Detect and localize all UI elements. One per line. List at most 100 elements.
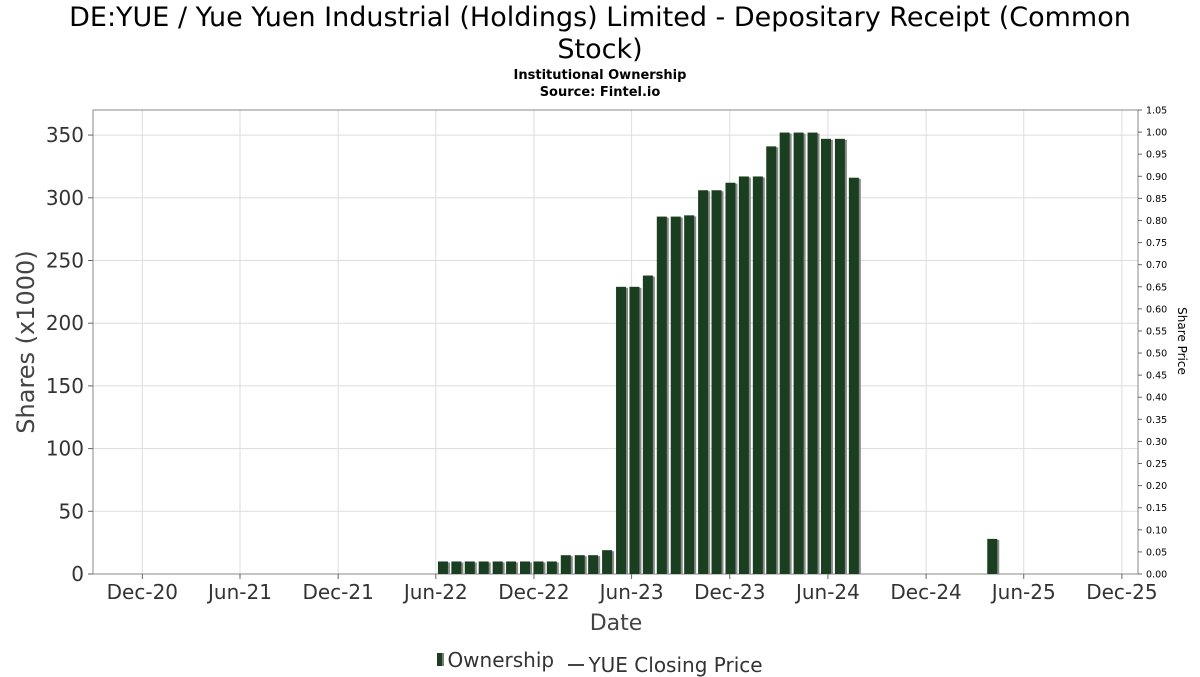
ownership-bar-fill [656, 216, 667, 574]
ownership-bar[interactable] [464, 561, 477, 574]
ownership-bar[interactable] [807, 132, 820, 574]
ownership-bar[interactable] [752, 176, 765, 575]
ownership-bar-fill [602, 550, 613, 574]
x-tick-label: Dec-24 [890, 580, 961, 604]
ownership-bar-fill [533, 561, 544, 574]
ownership-bar[interactable] [766, 146, 779, 575]
y2-tick-label: 0.60 [1146, 304, 1167, 315]
y2-tick-label: 0.55 [1146, 326, 1167, 337]
ownership-bar[interactable] [670, 216, 683, 574]
y2-tick-label: 0.00 [1146, 570, 1167, 581]
y2-tick-label: 0.70 [1146, 260, 1167, 271]
ownership-bar-fill [520, 561, 531, 574]
ownership-bar[interactable] [478, 561, 491, 574]
ownership-bar-fill [793, 132, 804, 574]
y2-tick-label: 0.25 [1146, 459, 1167, 470]
ownership-bar[interactable] [533, 561, 546, 574]
y2-tick-label: 0.80 [1146, 216, 1167, 227]
ownership-bar[interactable] [588, 555, 601, 574]
ownership-bar[interactable] [492, 561, 505, 574]
ownership-bar[interactable] [820, 138, 833, 574]
legend: Ownership YUE Closing Price [0, 647, 1200, 677]
y2-tick-label: 1.05 [1146, 106, 1167, 117]
ownership-bar[interactable] [451, 561, 464, 574]
ownership-bar-fill [725, 182, 736, 574]
y-tick-label: 100 [46, 437, 84, 461]
y2-tick-label: 0.50 [1146, 349, 1167, 360]
ownership-bar-fill [834, 138, 845, 574]
ownership-bar[interactable] [684, 215, 697, 574]
chart-source: Source: Fintel.io [539, 85, 661, 100]
ownership-bar-fill [766, 146, 777, 575]
ownership-bar-fill [546, 561, 557, 574]
y2-tick-label: 0.45 [1146, 371, 1167, 382]
x-tick-label: Jun-22 [402, 580, 468, 604]
x-tick-label: Jun-25 [990, 580, 1056, 604]
y2-tick-label: 0.15 [1146, 503, 1167, 514]
legend-price[interactable]: YUE Closing Price [562, 653, 763, 677]
ownership-bar-fill [820, 138, 831, 574]
ownership-bar[interactable] [738, 176, 751, 575]
y2-axis-label: Share Price [1175, 307, 1189, 375]
chart-title: DE:YUE / Yue Yuen Industrial (Holdings) … [0, 2, 1200, 66]
ownership-bar[interactable] [834, 138, 847, 574]
ownership-bar[interactable] [546, 561, 559, 574]
y2-tick-label: 0.85 [1146, 194, 1167, 205]
ownership-bar-fill [629, 286, 640, 574]
ownership-bar[interactable] [506, 561, 519, 574]
ownership-bar[interactable] [848, 177, 861, 574]
ownership-bar-fill [684, 215, 695, 574]
y2-tick-label: 0.20 [1146, 481, 1167, 492]
ownership-bar[interactable] [520, 561, 533, 574]
grid-lines [93, 110, 1138, 575]
x-axis-label: Date [590, 611, 643, 636]
x-tick-label: Dec-20 [107, 580, 178, 604]
legend-ownership[interactable]: Ownership [437, 648, 554, 672]
ownership-bar[interactable] [574, 555, 587, 574]
ownership-bar[interactable] [642, 275, 655, 574]
ownership-bar-fill [642, 275, 653, 574]
x-tick-label: Jun-24 [794, 580, 860, 604]
ownership-bar-fill [506, 561, 517, 574]
plot-frame [92, 109, 1139, 575]
y-tick-label: 200 [46, 311, 84, 335]
y-tick-label: 350 [46, 123, 84, 147]
ownership-bar[interactable] [711, 190, 724, 574]
ownership-bar-fill [437, 561, 448, 574]
ownership-bar[interactable] [779, 132, 792, 574]
ownership-swatch-icon [437, 653, 445, 666]
ownership-bar[interactable] [616, 286, 629, 574]
y2-tick-label: 0.40 [1146, 393, 1167, 404]
ownership-bar[interactable] [629, 286, 642, 574]
ownership-bar[interactable] [602, 550, 615, 574]
ownership-bar-fill [698, 190, 709, 574]
x-tick-label: Dec-21 [302, 580, 373, 604]
ownership-bar-fill [616, 286, 627, 574]
ownership-bar[interactable] [560, 555, 573, 574]
ownership-bars [437, 132, 1000, 575]
y2-tick-label: 1.00 [1146, 128, 1167, 139]
y-tick-label: 150 [46, 374, 84, 398]
ownership-bar[interactable] [725, 182, 738, 574]
y2-axis-ticks: 0.00 0.05 0.10 0.15 0.20 0.25 0.30 0.35 0.40 0.45… [1138, 106, 1167, 581]
ownership-bar[interactable] [437, 561, 450, 574]
legend-price-label: YUE Closing Price [588, 653, 763, 677]
x-tick-label: Dec-25 [1086, 580, 1157, 604]
y2-tick-label: 0.05 [1146, 547, 1167, 558]
ownership-bar[interactable] [987, 538, 1000, 574]
y2-tick-label: 0.65 [1146, 282, 1167, 293]
ownership-bar-fill [711, 190, 722, 574]
x-tick-label: Jun-21 [206, 580, 272, 604]
ownership-bar-fill [848, 177, 859, 574]
x-tick-label: Dec-23 [694, 580, 765, 604]
ownership-bar[interactable] [793, 132, 806, 574]
chart-subtitle: Institutional Ownership [513, 68, 687, 83]
y-tick-label: 300 [46, 186, 84, 210]
ownership-bar-fill [574, 555, 585, 574]
ownership-bar-fill [451, 561, 462, 574]
ownership-bar-fill [738, 176, 749, 575]
ownership-bar[interactable] [656, 216, 669, 574]
ownership-bar[interactable] [698, 190, 711, 574]
ownership-bar-fill [464, 561, 475, 574]
